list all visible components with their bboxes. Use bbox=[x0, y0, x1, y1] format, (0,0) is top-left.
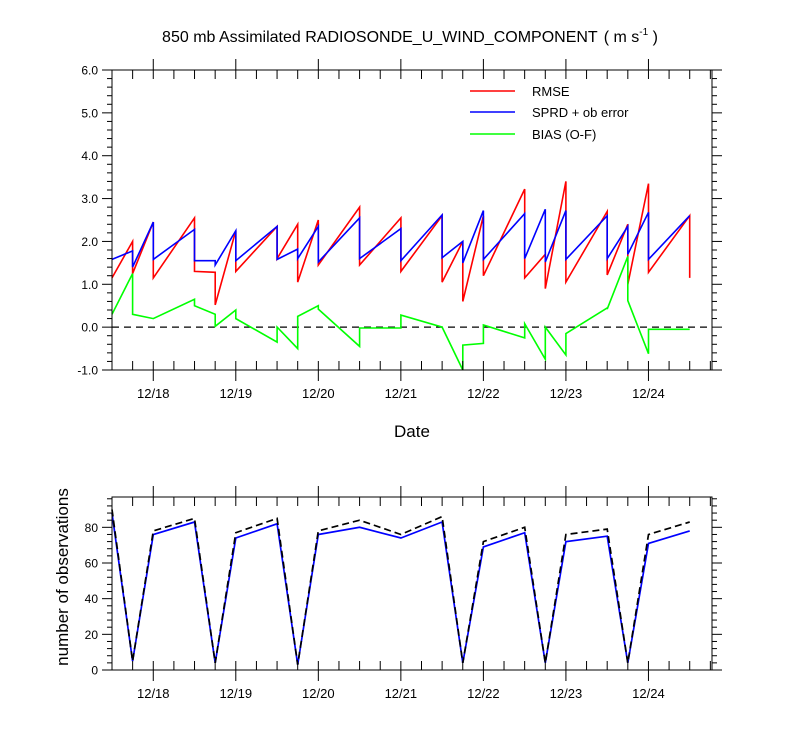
top-series-bias-o-f bbox=[111, 256, 690, 371]
top-ytick-label: 4.0 bbox=[81, 149, 98, 163]
bottom-yaxis-label: number of observations bbox=[53, 488, 72, 666]
top-xtick-label: 12/23 bbox=[550, 386, 583, 401]
top-xtick-label: 12/22 bbox=[467, 386, 500, 401]
top-xtick-label: 12/21 bbox=[385, 386, 418, 401]
top-ytick-label: -1.0 bbox=[77, 364, 98, 378]
top-xtick-label: 12/18 bbox=[137, 386, 170, 401]
top-ytick-label: 3.0 bbox=[81, 192, 98, 206]
bottom-xtick-label: 12/23 bbox=[550, 686, 583, 701]
top-plot-frame bbox=[111, 69, 713, 371]
bottom-xtick-label: 12/18 bbox=[137, 686, 170, 701]
top-xaxis-label: Date bbox=[394, 422, 430, 441]
bottom-plot-frame bbox=[111, 496, 713, 671]
bottom-xtick-label: 12/19 bbox=[220, 686, 253, 701]
legend-label-sprd: SPRD + ob error bbox=[532, 105, 629, 120]
top-ytick-label: 0.0 bbox=[81, 321, 98, 335]
bottom-xtick-label: 12/24 bbox=[632, 686, 665, 701]
bottom-xtick-label: 12/22 bbox=[467, 686, 500, 701]
top-xtick-label: 12/19 bbox=[220, 386, 253, 401]
top-ytick-label: 6.0 bbox=[81, 64, 98, 78]
top-xtick-label: 12/24 bbox=[632, 386, 665, 401]
legend: RMSE SPRD + ob error BIAS (O-F) bbox=[470, 84, 629, 142]
top-ytick-label: 2.0 bbox=[81, 235, 98, 249]
top-ytick-label: 1.0 bbox=[81, 278, 98, 292]
bottom-axes: 0 20 40 60 80 12/18 12/19 12/20 12/21 12/22 12/23 1… bbox=[85, 486, 722, 701]
bottom-series-total-observations bbox=[111, 509, 690, 665]
top-xtick-label: 12/20 bbox=[302, 386, 335, 401]
bottom-series-assimilated-observations bbox=[111, 512, 690, 665]
top-plot-area bbox=[111, 181, 712, 371]
bottom-ytick-label: 80 bbox=[85, 521, 99, 535]
top-ytick-label: 5.0 bbox=[81, 106, 98, 120]
bottom-ytick-label: 20 bbox=[85, 628, 99, 642]
top-series-sprd-ob-error bbox=[111, 208, 691, 268]
bottom-xtick-label: 12/21 bbox=[385, 686, 418, 701]
legend-label-rmse: RMSE bbox=[532, 84, 570, 99]
bottom-ytick-label: 40 bbox=[85, 592, 99, 606]
bottom-xtick-label: 12/20 bbox=[302, 686, 335, 701]
chart-title: 850 mb Assimilated RADIOSONDE_U_WIND_COM… bbox=[162, 27, 658, 46]
legend-label-bias: BIAS (O-F) bbox=[532, 127, 596, 142]
bottom-ytick-label: 60 bbox=[85, 556, 99, 570]
bottom-plot-area bbox=[111, 509, 690, 665]
bottom-ytick-label: 0 bbox=[91, 664, 98, 678]
top-axes: -1.0 0.0 1.0 2.0 3.0 4.0 5.0 6.0 12/18 12/19 12/20… bbox=[77, 59, 722, 401]
